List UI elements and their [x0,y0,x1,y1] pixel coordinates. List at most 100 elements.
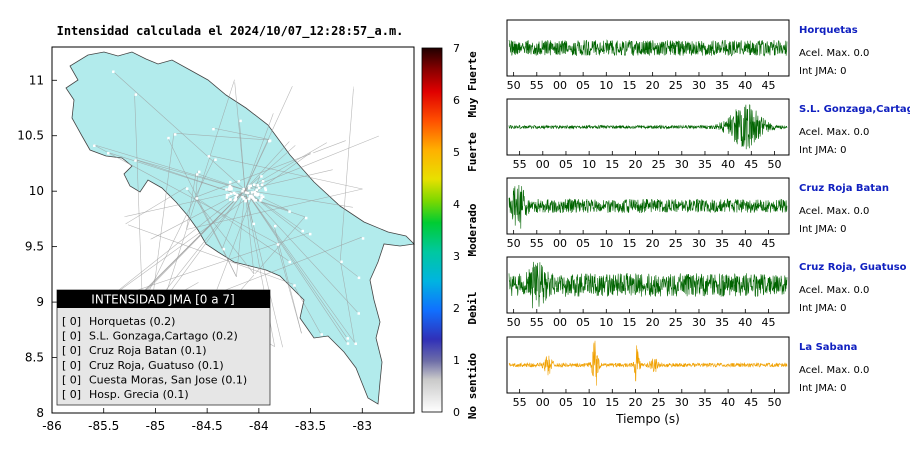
town-marker [230,187,233,191]
x-tick-label: -84 [249,419,269,433]
town-marker [107,152,110,155]
town-marker [233,192,237,195]
road [124,189,246,218]
x-tick-label: -84.5 [192,419,223,433]
town-marker [257,186,261,190]
time-tick-label: 25 [652,158,666,171]
road [195,140,346,198]
legend-level: [ 0] [62,344,81,357]
town-marker [295,145,298,148]
time-tick-label: 35 [698,158,712,171]
town-marker [259,199,262,202]
colorbar-category-label: Muy Fuerte [466,51,479,118]
town-marker [357,276,361,280]
town-marker [195,197,199,200]
time-tick-label: 45 [744,158,758,171]
acel-max: Acel. Max. 0.0 [799,365,869,376]
town-marker [234,79,237,83]
time-tick-label: 40 [738,79,752,92]
time-tick-label: 55 [513,396,527,409]
time-tick-label: 50 [767,158,781,171]
road [222,189,246,248]
waveform-frame [506,256,790,314]
road [273,224,302,334]
town-marker [357,312,360,315]
town-marker [252,183,256,187]
town-marker [241,195,244,199]
waveform-panels: 50 55 00 05 10 15 20 25 30 35 40 45 Horquetas Acel. M… [506,19,910,426]
town-marker [212,127,215,131]
time-tick-label: 20 [646,316,660,329]
town-marker [222,247,226,251]
time-tick-label: 35 [715,79,729,92]
town-marker [246,191,250,195]
town-marker [236,276,239,280]
y-tick-label: 10 [29,184,44,198]
town-marker [326,142,330,146]
colorbar [421,47,443,413]
road [244,113,274,191]
town-marker [353,86,357,89]
time-tick-label: 25 [669,316,683,329]
town-marker [257,192,260,196]
town-marker [227,193,230,197]
time-tick-label: 10 [599,237,613,250]
town-marker [198,282,202,285]
town-marker [261,180,265,183]
time-tick-label: 25 [669,237,683,250]
town-marker [124,216,127,220]
y-tick-label: 11 [29,73,44,87]
x-tick-label: -85.5 [88,419,119,433]
time-tick-label: 30 [692,237,706,250]
int-jma: Int JMA: 0 [799,224,847,235]
time-tick-label: 15 [622,79,636,92]
town-marker [264,188,268,192]
town-marker [250,191,254,194]
town-marker [260,196,263,200]
road [244,189,347,343]
road [339,260,355,343]
town-marker [230,186,233,190]
waveform-panel: 50 55 00 05 10 15 20 25 30 35 40 45 Cruz Roja, Guatu… [506,256,907,329]
time-tick-label: 50 [507,237,521,250]
town-marker [320,333,323,336]
road [276,243,302,334]
town-marker [256,184,259,187]
time-tick-label: 35 [698,396,712,409]
town-marker [345,140,349,144]
town-marker [229,198,232,201]
road [244,142,328,191]
time-tick-label: 45 [761,79,775,92]
town-marker [112,192,116,195]
map-title: Intensidad calculada el 2024/10/07_12:28… [57,24,404,39]
colorbar-tick-label: 7 [453,42,460,55]
legend-station: S.L. Gonzaga,Cartago (0.2) [89,330,238,343]
town-marker [308,232,312,236]
y-tick-label: 8 [36,406,44,420]
time-tick-label: 05 [559,158,573,171]
time-tick-label: 15 [622,316,636,329]
road [244,145,296,191]
road [150,189,246,240]
town-marker [249,184,253,187]
town-marker [255,188,259,192]
waveform-trace [508,340,788,386]
town-marker [225,196,229,199]
town-marker [134,93,138,96]
colorbar-tick-label: 3 [453,250,460,263]
time-tick-label: 45 [761,237,775,250]
town-marker [93,144,96,147]
road [186,188,363,230]
town-marker [251,196,254,199]
legend-box [56,289,271,406]
time-tick-label: 05 [576,316,590,329]
time-tick-label: 35 [715,316,729,329]
legend-level: [ 0] [62,315,81,328]
waveform-panel: 50 55 00 05 10 15 20 25 30 35 40 45 Horquetas Acel. M… [506,19,869,92]
road [92,144,277,244]
time-tick-label: 10 [599,79,613,92]
time-tick-label: 40 [721,396,735,409]
time-tick-label: 55 [530,79,544,92]
town-marker [242,197,246,200]
colorbar-category-label: Fuerte [466,132,479,172]
